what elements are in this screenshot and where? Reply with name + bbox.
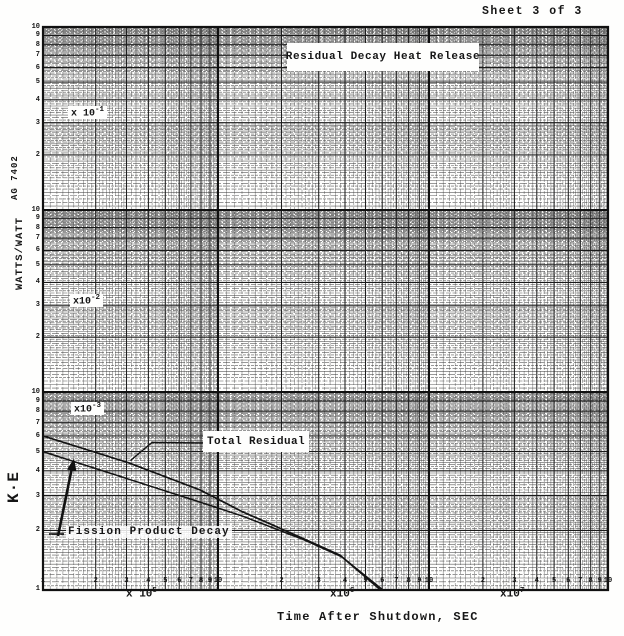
fission-arrow-shaft [56,464,74,537]
y-tick-label: 8 [35,223,40,232]
total-residual-annotation-text: Total Residual [206,435,305,448]
y-mult-3-exponent: -3 [92,402,102,410]
x-tick-label: 6 [177,577,182,585]
y-tick-label: 10 [31,206,40,214]
y-tick-label: 2 [35,150,40,159]
x-tick-label: 10 [603,577,613,585]
y-mult-2-exponent: -2 [91,294,101,302]
y-tick-label: 9 [35,397,40,406]
y-tick-label: 4 [35,95,40,104]
y-mult-1-base: x 10 [71,108,96,120]
keuffel-esser-logo: K·E [5,471,23,503]
y-tick-label: 9 [35,31,40,40]
x-decade-multiplier-1: x 105 [126,587,157,601]
grid-horizontal-major-lines [43,34,608,531]
x-tick-label: 9 [597,577,602,585]
x-tick-label: 3 [124,577,129,585]
x-tick-label: 4 [146,577,151,585]
x-tick-label: 8 [198,577,204,585]
x-axis-title: Time After Shutdown, SEC [277,610,479,624]
x-tick-label: 6 [566,577,571,585]
y-tick-label: 3 [35,118,40,127]
x-tick-label: 7 [578,577,583,585]
y-tick-label: 7 [35,418,40,427]
y-tick-label: 5 [35,78,40,87]
grid-vertical-minor-lines [68,27,607,590]
y-tick-label: 6 [35,431,40,440]
x-tick-label: 5 [163,577,168,585]
y-tick-label: 1 [35,585,40,593]
x-tick-label: 6 [380,577,385,585]
y-tick-label: 6 [35,246,40,255]
x-tick-label: 7 [188,577,193,585]
x-mult-1-exponent: 5 [152,587,157,595]
x-tick-label: 4 [534,577,539,585]
x-tick-label: 10 [424,577,434,585]
sheet-number-label: Sheet 3 of 3 [482,5,583,18]
y-tick-label: 9 [35,214,40,223]
x-tick-label: 3 [512,577,517,585]
x-tick-label: 5 [552,577,557,585]
total-residual-leader-line [130,441,205,462]
total-residual-annotation: Total Residual [203,431,309,452]
x-tick-label: 10 [213,577,223,585]
x-mult-2-base: x10 [330,588,350,601]
fission-product-decay-curve [42,450,384,591]
x-tick-label: 7 [394,577,399,585]
chart-title: Residual Decay Heat Release [285,43,481,71]
x-mult-2-exponent: 6 [349,587,355,595]
paper-form-number: AG 7402 [10,155,20,200]
y-mult-3-base: x10 [74,404,93,416]
x-tick-label: 9 [417,577,422,585]
fission-product-decay-annotation: Fission Product Decay [66,526,232,538]
x-mult-1-base: x 10 [126,588,153,601]
fission-arrow-head [67,458,77,472]
y-tick-label: 2 [35,333,40,342]
x-decade-multiplier-2: x106 [330,587,354,601]
plot-border [41,25,610,592]
y-decade-multiplier-2: x10-2 [70,294,104,308]
y-tick-label: 3 [35,301,40,310]
x-decade-multiplier-3: x107 [500,587,524,601]
grid-vertical-major-lines [95,27,601,590]
total-residual-curve [42,435,382,591]
y-tick-label: 7 [35,234,40,243]
y-mult-1-exponent: -1 [95,106,105,114]
grid-decade-boundary-lines [43,27,608,590]
y-tick-label: 3 [35,491,40,500]
x-tick-label: 5 [363,577,368,585]
grid-vertical-minor-lines [62,27,606,590]
y-tick-label: 10 [31,23,40,31]
x-tick-label: 2 [93,577,98,585]
y-tick-label: 4 [35,278,40,287]
y-tick-label: 8 [35,40,40,49]
x-tick-label: 4 [342,577,348,585]
x-mult-3-exponent: 7 [519,587,525,595]
x-tick-label: 2 [279,577,284,585]
y-tick-label: 2 [35,526,40,535]
chart-title-text: Residual Decay Heat Release [285,51,481,63]
x-tick-label: 9 [207,577,213,585]
y-mult-2-base: x10 [73,296,92,308]
grid-vertical-minor-lines [49,27,602,590]
x-tick-label: 3 [316,577,321,585]
y-tick-label: 7 [35,51,40,60]
y-tick-label: 5 [35,447,40,456]
x-mult-3-base: x10 [500,588,520,601]
x-tick-label: 2 [480,577,485,585]
y-axis-title: WATTS/WATT [14,216,26,290]
grid-vertical-minor-lines [56,27,604,590]
y-tick-label: 6 [35,63,40,72]
y-tick-label: 8 [35,407,40,416]
y-decade-multiplier-1: x 10-1 [68,106,108,120]
y-tick-label: 10 [31,388,40,396]
y-tick-label: 5 [35,260,40,269]
y-decade-multiplier-3: x10-3 [71,402,105,416]
x-tick-label: 8 [588,577,593,585]
x-tick-label: 1 [40,577,46,585]
y-tick-label: 4 [35,466,40,475]
x-tick-label: 8 [406,577,411,585]
